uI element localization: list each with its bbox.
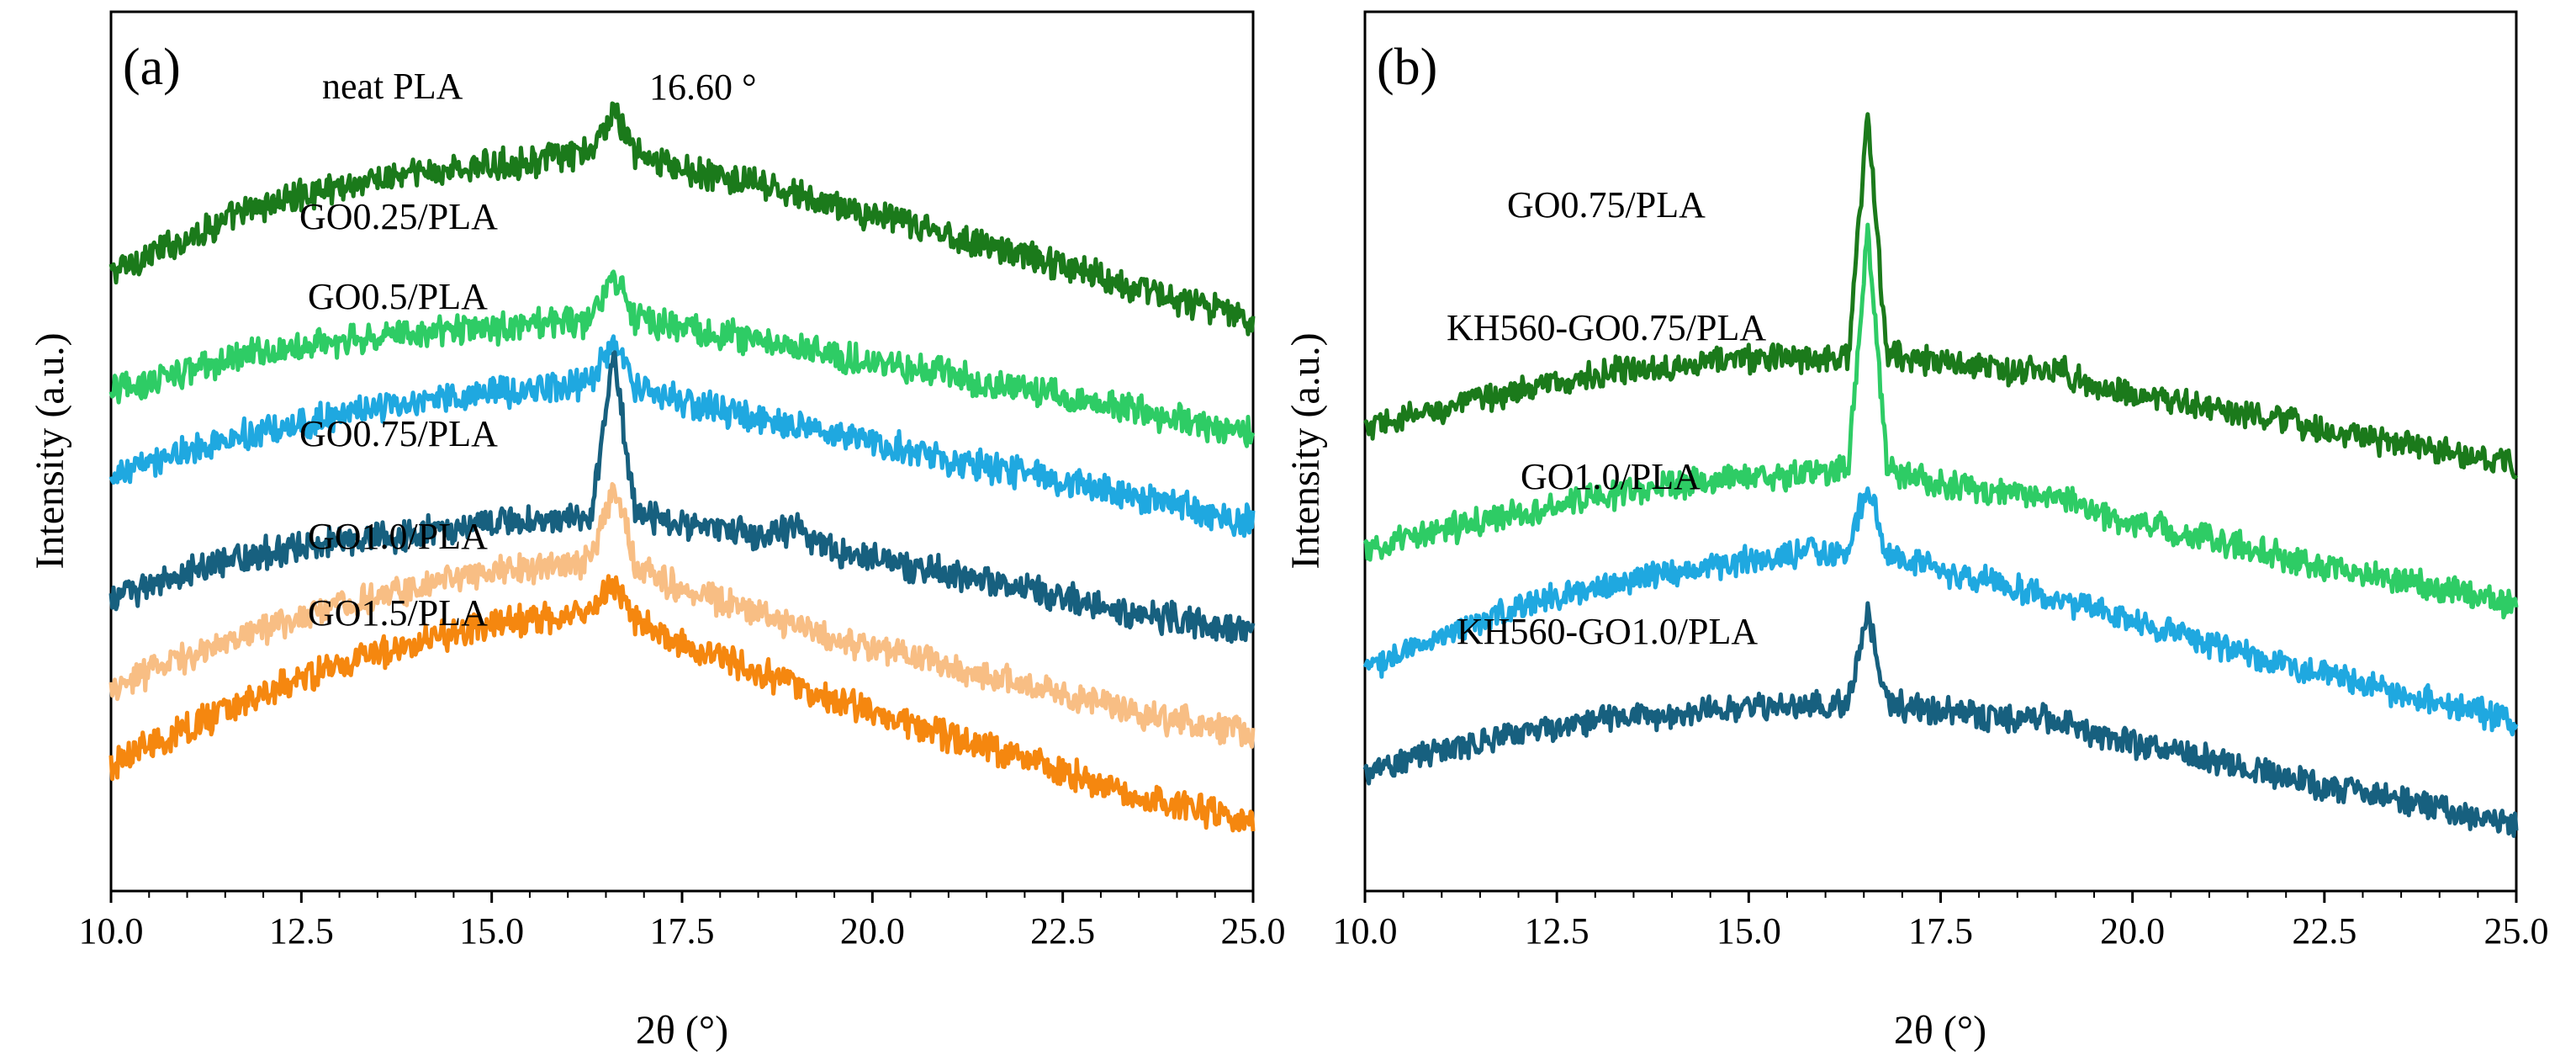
series-label-b-go075-pla: GO0.75/PLA	[1507, 184, 1706, 225]
panel-a-x-axis-title: 2θ (°)	[636, 1008, 728, 1053]
series-line-a-4	[108, 481, 1256, 749]
x-tick-label: 10.0	[79, 910, 144, 952]
panel-b-frame	[1363, 10, 2518, 893]
series-label-go025-pla: GO0.25/PLA	[299, 196, 498, 237]
panel-a-label: (a)	[123, 39, 181, 96]
peak-annotation-label: 16.60 °	[649, 66, 757, 108]
panel-b-label: (b)	[1377, 39, 1437, 96]
series-line-b-2	[1362, 486, 2519, 737]
panel-b-x-ticks: 10.0 12.5 15.0 17.5 20.0 22.5 25.0	[1333, 891, 2549, 952]
series-line-a-2	[108, 334, 1256, 538]
series-line-a-0	[108, 101, 1256, 337]
x-tick-label: 20.0	[840, 910, 905, 952]
series-line-b-0	[1362, 112, 2519, 480]
series-label-b-kh560-go075-pla: KH560-GO0.75/PLA	[1447, 307, 1766, 348]
x-tick-label: 12.5	[269, 910, 334, 952]
x-tick-label: 10.0	[1333, 910, 1398, 952]
panel-a-chart: 2θ (°) Intensity (a.u.) 10.0 12.5 15.0 17.5…	[28, 10, 1286, 1053]
series-line-a-5	[108, 574, 1256, 833]
series-label-neat-pla: neat PLA	[322, 66, 463, 107]
x-tick-label: 15.0	[459, 910, 524, 952]
panel-a-y-axis-title: Intensity (a.u.)	[28, 332, 72, 569]
x-tick-label: 17.5	[650, 910, 715, 952]
panel-b-chart: 2θ (°) Intensity (a.u.) 10.0 12.5 15.0 17.5…	[1283, 10, 2549, 1053]
series-line-b-3	[1362, 601, 2519, 838]
x-tick-label: 15.0	[1716, 910, 1781, 952]
series-label-go05-pla: GO0.5/PLA	[308, 276, 488, 317]
panel-b-series-lines	[1362, 112, 2519, 838]
panel-a-frame	[109, 10, 1255, 893]
series-line-a-1	[108, 269, 1256, 448]
series-label-go10-pla: GO1.0/PLA	[308, 516, 488, 557]
x-tick-label: 22.5	[2292, 910, 2356, 952]
x-tick-label: 25.0	[2484, 910, 2549, 952]
x-tick-label: 22.5	[1030, 910, 1095, 952]
x-tick-label: 17.5	[1908, 910, 1973, 952]
series-line-a-3	[108, 350, 1256, 645]
series-label-go15-pla: GO1.5/PLA	[308, 592, 488, 634]
x-tick-label: 25.0	[1221, 910, 1286, 952]
x-tick-label: 12.5	[1525, 910, 1590, 952]
panel-b-x-axis-title: 2θ (°)	[1894, 1008, 1986, 1053]
panel-a-series-lines	[108, 101, 1256, 833]
series-label-b-kh560-go10-pla: KH560-GO1.0/PLA	[1457, 611, 1758, 652]
series-label-b-go10-pla: GO1.0/PLA	[1521, 456, 1701, 497]
series-label-go075-pla: GO0.75/PLA	[299, 413, 498, 454]
series-line-b-1	[1362, 222, 2519, 620]
x-tick-label: 20.0	[2100, 910, 2165, 952]
panel-b-y-axis-title: Intensity (a.u.)	[1283, 332, 1328, 569]
panel-a-x-ticks: 10.0 12.5 15.0 17.5 20.0 22.5 25.0	[79, 891, 1286, 952]
